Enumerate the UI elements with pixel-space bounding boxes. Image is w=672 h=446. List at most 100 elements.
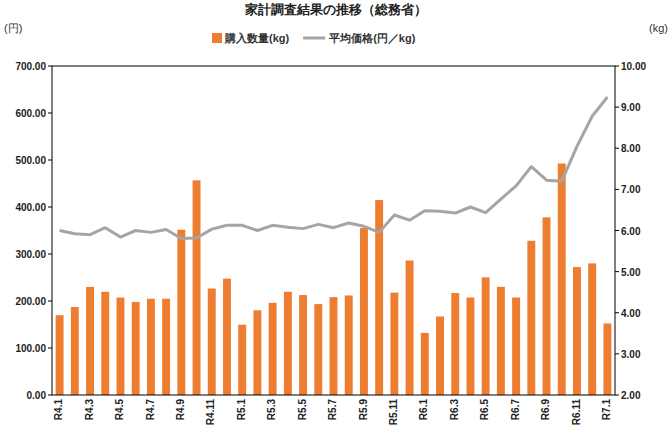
y2-tick xyxy=(615,189,619,190)
bar xyxy=(71,307,79,395)
x-tick-label: R6.7 xyxy=(510,399,521,421)
y2-tick-label: 5.00 xyxy=(621,267,641,278)
bar xyxy=(314,304,322,395)
x-tick-label: R5.9 xyxy=(358,399,369,421)
y-tick-label: 500.00 xyxy=(15,155,46,166)
x-tick-label: R5.11 xyxy=(388,399,399,426)
legend-swatch xyxy=(303,37,325,40)
x-tick-label: R4.9 xyxy=(175,399,186,421)
y-tick xyxy=(48,207,52,208)
y-tick-label: 300.00 xyxy=(15,249,46,260)
bar xyxy=(330,297,338,395)
y2-tick-label: 2.00 xyxy=(621,390,641,401)
x-tick-label: R4.11 xyxy=(205,399,216,426)
bar xyxy=(466,298,474,395)
bar xyxy=(269,303,277,395)
y2-tick-label: 8.00 xyxy=(621,143,641,154)
x-tick-label: R4.5 xyxy=(114,399,125,421)
x-tick-label: R5.7 xyxy=(327,399,338,421)
bar xyxy=(299,295,307,395)
bar xyxy=(86,287,94,395)
legend-label: 購入数量(kg) xyxy=(224,32,290,45)
y2-tick xyxy=(615,312,619,313)
y-tick xyxy=(48,301,52,302)
bar xyxy=(360,228,368,395)
y-tick-label: 0.00 xyxy=(27,390,47,401)
plot-frame xyxy=(52,66,615,395)
bar xyxy=(117,298,125,395)
bar xyxy=(543,217,551,395)
y-tick-label: 400.00 xyxy=(15,202,46,213)
plot-area xyxy=(56,97,612,395)
x-tick-label: R7.1 xyxy=(601,399,612,421)
bar xyxy=(56,315,64,395)
bar xyxy=(588,263,596,395)
y-tick xyxy=(48,113,52,114)
x-tick-label: R5.3 xyxy=(266,399,277,421)
bar xyxy=(390,293,398,395)
y2-tick xyxy=(615,148,619,149)
x-tick-label: R4.1 xyxy=(53,399,64,421)
x-tick-label: R6.9 xyxy=(540,399,551,421)
y2-tick-label: 7.00 xyxy=(621,184,641,195)
x-tick-label: R6.1 xyxy=(418,399,429,421)
bar xyxy=(451,293,459,395)
bar xyxy=(193,180,201,395)
y2-tick-label: 3.00 xyxy=(621,349,641,360)
chart-svg: 家計調査結果の推移（総務省） (円) (kg) 購入数量(kg) 平均価格(円／kg) 0… xyxy=(0,0,672,446)
y2-axis-label: (kg) xyxy=(649,22,668,34)
y-tick xyxy=(48,66,52,67)
legend: 購入数量(kg) 平均価格(円／kg) xyxy=(212,32,416,45)
x-tick-label: R4.7 xyxy=(145,399,156,421)
bar xyxy=(558,163,566,395)
y-tick xyxy=(48,395,52,396)
title: 家計調査結果の推移（総務省） xyxy=(244,2,427,17)
y2-tick xyxy=(615,271,619,272)
y2-tick xyxy=(615,107,619,108)
y2-tick xyxy=(615,230,619,231)
bar xyxy=(436,316,444,395)
y2-tick-label: 9.00 xyxy=(621,102,641,113)
bar xyxy=(253,310,261,395)
x-tick-label: R4.3 xyxy=(84,399,95,421)
bar xyxy=(101,292,109,395)
y-axis-label: (円) xyxy=(4,22,22,34)
bar xyxy=(345,295,353,395)
bar xyxy=(512,298,520,395)
y-tick-label: 700.00 xyxy=(15,61,46,72)
y2-tick xyxy=(615,395,619,396)
bar xyxy=(284,292,292,395)
bar xyxy=(132,302,140,395)
bar xyxy=(223,279,231,395)
x-tick-label: R6.11 xyxy=(571,399,582,426)
bar xyxy=(497,287,505,395)
legend-swatch xyxy=(212,33,222,43)
y-tick-label: 600.00 xyxy=(15,108,46,119)
y-tick xyxy=(48,160,52,161)
bar xyxy=(603,323,611,395)
y2-tick-label: 4.00 xyxy=(621,308,641,319)
x-tick-label: R6.3 xyxy=(449,399,460,421)
bar xyxy=(406,261,414,395)
bar xyxy=(238,325,246,395)
x-tick-label: R5.5 xyxy=(297,399,308,421)
chart-container: 家計調査結果の推移（総務省） (円) (kg) 購入数量(kg) 平均価格(円／kg) 0… xyxy=(0,0,672,446)
bar xyxy=(177,230,185,395)
y-tick-label: 200.00 xyxy=(15,296,46,307)
x-tick-label: R5.1 xyxy=(236,399,247,421)
y-tick xyxy=(48,348,52,349)
legend-label: 平均価格(円／kg) xyxy=(328,32,416,45)
bar xyxy=(482,277,490,395)
x-tick-label: R6.5 xyxy=(479,399,490,421)
bar xyxy=(208,288,216,395)
line xyxy=(60,97,608,238)
y2-tick-label: 10.00 xyxy=(621,61,646,72)
y2-tick xyxy=(615,353,619,354)
bar xyxy=(573,267,581,395)
bar xyxy=(162,299,170,395)
y-tick xyxy=(48,254,52,255)
y-tick-label: 100.00 xyxy=(15,343,46,354)
y2-tick xyxy=(615,66,619,67)
bar xyxy=(147,299,155,395)
bar xyxy=(527,241,535,395)
